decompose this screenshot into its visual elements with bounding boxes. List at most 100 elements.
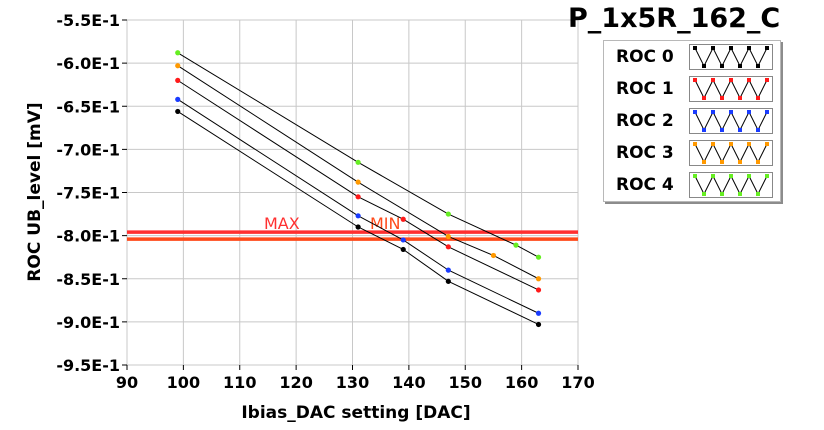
series-1 bbox=[175, 77, 542, 293]
chart-title: P_1x5R_162_C bbox=[568, 3, 781, 34]
legend-marker bbox=[729, 110, 733, 114]
threshold-label-max: MAX bbox=[264, 214, 300, 233]
x-tick-label: 110 bbox=[223, 373, 256, 392]
legend-marker bbox=[720, 160, 724, 164]
data-point bbox=[490, 252, 497, 259]
legend-marker bbox=[765, 174, 769, 178]
legend-swatch bbox=[689, 44, 773, 70]
legend-marker bbox=[765, 78, 769, 82]
data-point bbox=[445, 244, 451, 250]
legend-marker bbox=[747, 46, 751, 50]
legend-marker bbox=[738, 96, 742, 100]
legend-marker bbox=[738, 192, 742, 196]
data-point bbox=[175, 50, 181, 56]
legend-marker bbox=[720, 96, 724, 100]
y-tick-label: -5.5E-1 bbox=[56, 11, 120, 30]
y-tick-label: -9.5E-1 bbox=[56, 356, 120, 375]
legend-marker bbox=[729, 46, 733, 50]
legend-label: ROC 0 bbox=[616, 47, 674, 67]
x-tick-label: 100 bbox=[167, 373, 200, 392]
series-0 bbox=[175, 108, 542, 328]
series bbox=[175, 50, 542, 328]
series-2 bbox=[175, 96, 542, 316]
legend-marker bbox=[693, 46, 697, 50]
series-3 bbox=[175, 63, 542, 282]
x-tick-label: 150 bbox=[449, 373, 482, 392]
legend: ROC 0 ROC 1 ROC 2 ROC 3 ROC 4 bbox=[603, 40, 781, 202]
legend-marker bbox=[693, 174, 697, 178]
data-point bbox=[355, 194, 361, 200]
x-tick-label: 90 bbox=[116, 373, 138, 392]
legend-item: ROC 3 bbox=[604, 137, 780, 169]
y-axis-label: ROC UB_level [mV] bbox=[25, 102, 45, 281]
legend-marker bbox=[738, 160, 742, 164]
data-point bbox=[400, 216, 406, 222]
x-tick-label: 120 bbox=[279, 373, 312, 392]
legend-marker bbox=[702, 160, 706, 164]
legend-marker bbox=[729, 174, 733, 178]
legend-marker bbox=[765, 110, 769, 114]
legend-marker bbox=[747, 174, 751, 178]
y-tick-label: -7.5E-1 bbox=[56, 184, 120, 203]
legend-item: ROC 0 bbox=[604, 41, 780, 73]
legend-marker bbox=[720, 128, 724, 132]
threshold-lines: MAX MIN bbox=[127, 214, 578, 241]
data-point bbox=[445, 278, 451, 284]
x-tick-label: 160 bbox=[505, 373, 538, 392]
legend-swatch bbox=[689, 140, 773, 166]
y-tick-label: -6.0E-1 bbox=[56, 54, 120, 73]
legend-marker bbox=[711, 110, 715, 114]
series-4 bbox=[175, 50, 542, 260]
x-axis-label: Ibias_DAC setting [DAC] bbox=[241, 403, 470, 423]
legend-marker bbox=[702, 96, 706, 100]
data-point bbox=[535, 310, 542, 316]
legend-marker bbox=[720, 192, 724, 196]
data-point bbox=[175, 77, 181, 83]
legend-marker bbox=[693, 78, 697, 82]
legend-marker bbox=[765, 46, 769, 50]
legend-marker bbox=[756, 128, 760, 132]
data-point bbox=[175, 96, 181, 102]
data-point bbox=[513, 242, 519, 248]
data-point bbox=[175, 108, 181, 115]
data-point bbox=[535, 287, 542, 293]
data-point bbox=[535, 276, 542, 282]
legend-item: ROC 1 bbox=[604, 73, 780, 105]
data-point bbox=[535, 321, 542, 328]
legend-marker bbox=[702, 128, 706, 132]
data-point bbox=[445, 233, 451, 240]
legend-marker bbox=[720, 64, 724, 68]
legend-marker bbox=[756, 160, 760, 164]
data-point bbox=[355, 159, 361, 165]
legend-marker bbox=[747, 78, 751, 82]
legend-marker bbox=[738, 64, 742, 68]
legend-marker bbox=[765, 142, 769, 146]
y-tick-label: -9.0E-1 bbox=[56, 313, 120, 332]
legend-marker bbox=[702, 192, 706, 196]
legend-marker bbox=[693, 110, 697, 114]
legend-marker bbox=[711, 174, 715, 178]
y-tick-label: -6.5E-1 bbox=[56, 97, 120, 116]
x-tick-label: 130 bbox=[336, 373, 369, 392]
x-tick-label: 170 bbox=[561, 373, 594, 392]
data-point bbox=[400, 246, 406, 253]
data-point bbox=[400, 237, 406, 243]
legend-marker bbox=[756, 96, 760, 100]
data-point bbox=[355, 213, 361, 219]
legend-marker bbox=[702, 64, 706, 68]
legend-marker bbox=[693, 142, 697, 146]
legend-item: ROC 2 bbox=[604, 105, 780, 137]
data-point bbox=[355, 224, 361, 230]
legend-label: ROC 4 bbox=[616, 175, 674, 195]
legend-marker bbox=[711, 142, 715, 146]
data-point bbox=[445, 267, 451, 273]
data-point bbox=[535, 254, 542, 260]
legend-label: ROC 2 bbox=[616, 111, 674, 131]
legend-marker bbox=[711, 78, 715, 82]
legend-marker bbox=[711, 46, 715, 50]
legend-label: ROC 3 bbox=[616, 143, 674, 163]
axes: 90 100 110 120 130 140 150 160 170 -5.5E-1 -6.0E-1… bbox=[56, 11, 594, 392]
legend-marker bbox=[729, 142, 733, 146]
threshold-label-min: MIN bbox=[370, 214, 401, 233]
